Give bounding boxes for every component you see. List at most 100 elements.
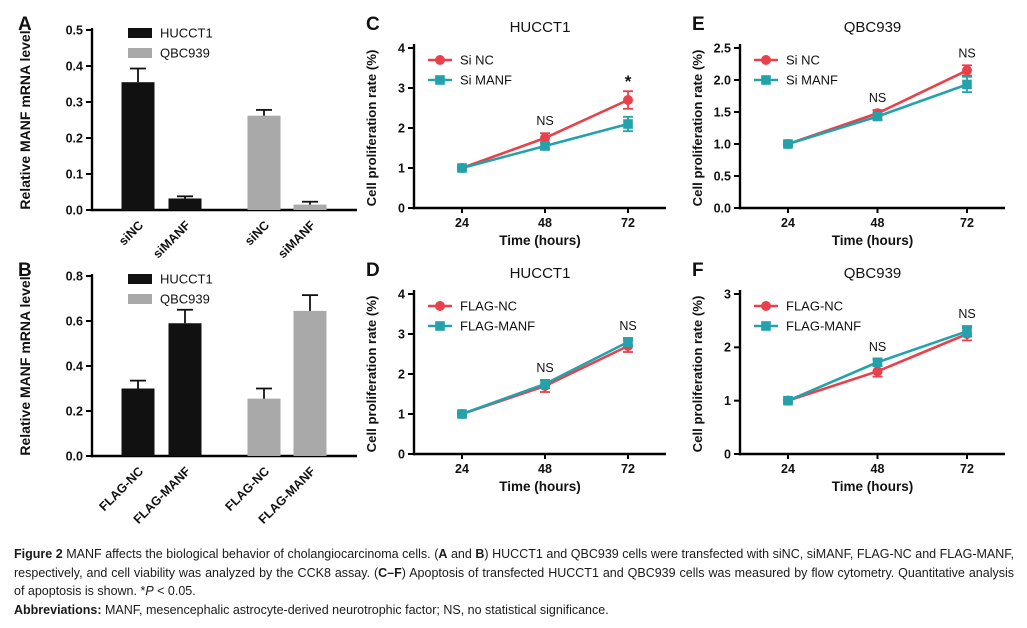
svg-text:4: 4 — [398, 287, 405, 301]
svg-text:0: 0 — [724, 447, 731, 461]
svg-text:0.4: 0.4 — [66, 59, 83, 73]
svg-text:HUCCT1: HUCCT1 — [510, 19, 571, 36]
svg-text:0.0: 0.0 — [66, 203, 83, 217]
caption-abbreviations: Abbreviations: MANF, mesencephalic astro… — [14, 601, 1014, 620]
panel-f: F QBC939 0 1 2 3 24 48 72 Time (hours) Cell proli… — [688, 258, 1013, 498]
svg-text:1.0: 1.0 — [714, 137, 731, 151]
svg-text:0.2: 0.2 — [66, 131, 83, 145]
svg-text:0.5: 0.5 — [714, 169, 731, 183]
svg-text:NS: NS — [619, 319, 636, 333]
svg-text:FLAG-NC: FLAG-NC — [460, 299, 517, 314]
svg-text:72: 72 — [960, 216, 974, 230]
caption-segment: A — [438, 547, 448, 561]
svg-text:Time (hours): Time (hours) — [499, 479, 581, 494]
svg-text:0.5: 0.5 — [66, 23, 83, 37]
svg-text:0: 0 — [398, 447, 405, 461]
svg-text:Time (hours): Time (hours) — [832, 479, 914, 494]
panel-letter: B — [18, 260, 32, 281]
svg-text:24: 24 — [781, 216, 795, 230]
caption-main: Figure 2 MANF affects the biological beh… — [14, 545, 1014, 601]
svg-text:2: 2 — [398, 367, 405, 381]
caption-segment: B — [475, 547, 485, 561]
svg-text:0.3: 0.3 — [66, 95, 83, 109]
svg-text:48: 48 — [871, 216, 885, 230]
svg-text:0: 0 — [398, 201, 405, 215]
svg-text:Relative MANF mRNA level: Relative MANF mRNA level — [17, 276, 33, 455]
svg-text:NS: NS — [536, 114, 553, 128]
svg-text:QBC939: QBC939 — [844, 265, 902, 282]
panel-letter: E — [692, 14, 705, 35]
svg-text:siNC: siNC — [242, 218, 272, 248]
svg-text:72: 72 — [621, 462, 635, 476]
svg-text:Cell proliferation rate (%): Cell proliferation rate (%) — [690, 296, 705, 453]
caption-segment: C–F — [378, 565, 402, 580]
svg-text:NS: NS — [536, 361, 553, 375]
svg-text:*: * — [625, 72, 632, 91]
svg-text:2: 2 — [724, 341, 731, 355]
svg-text:Si MANF: Si MANF — [786, 73, 838, 88]
svg-text:QBC939: QBC939 — [160, 292, 210, 307]
svg-text:NS: NS — [869, 91, 886, 105]
svg-text:2: 2 — [398, 121, 405, 135]
svg-text:Cell proliferation rate (%): Cell proliferation rate (%) — [690, 50, 705, 207]
svg-text:NS: NS — [869, 340, 886, 354]
svg-text:Time (hours): Time (hours) — [499, 233, 581, 248]
panel-c: C HUCCT1 0 1 2 3 4 24 48 72 Time (hours) Cell prol… — [362, 12, 674, 252]
svg-text:Cell proliferation rate (%): Cell proliferation rate (%) — [364, 50, 379, 207]
caption-segment: MANF affects the biological behavior of … — [62, 547, 439, 561]
svg-text:FLAG-NC: FLAG-NC — [96, 464, 146, 514]
svg-text:3: 3 — [398, 81, 405, 95]
svg-text:3: 3 — [724, 287, 731, 301]
svg-text:3: 3 — [398, 327, 405, 341]
svg-text:siMANF: siMANF — [150, 218, 193, 261]
svg-text:0.1: 0.1 — [66, 167, 83, 181]
panel-letter: A — [18, 14, 32, 35]
line-chart-hucct1-flag: HUCCT1 0 1 2 3 4 24 48 72 Time (hours) Cell prolif… — [364, 265, 666, 494]
svg-text:72: 72 — [621, 216, 635, 230]
svg-text:1: 1 — [398, 407, 405, 421]
caption-segment: < 0.05. — [153, 584, 196, 599]
svg-text:QBC939: QBC939 — [160, 46, 210, 61]
panel-e: E QBC939 0.0 0.5 1.0 1.5 2.0 2.5 24 48 72 Time (ho… — [688, 12, 1013, 252]
line-chart-qbc939-flag: QBC939 0 1 2 3 24 48 72 Time (hours) Cell prolife… — [690, 265, 1005, 494]
panel-letter: C — [366, 14, 380, 35]
svg-text:siNC: siNC — [116, 218, 146, 248]
figure-caption: Figure 2 MANF affects the biological beh… — [14, 545, 1014, 619]
caption-segment: Figure 2 — [14, 547, 63, 561]
line-chart-hucct1-si: HUCCT1 0 1 2 3 4 24 48 72 Time (hours) Cell prolif… — [364, 19, 666, 248]
svg-text:0.6: 0.6 — [66, 314, 83, 328]
svg-text:QBC939: QBC939 — [844, 19, 902, 36]
svg-text:NS: NS — [958, 46, 975, 60]
svg-text:4: 4 — [398, 41, 405, 55]
svg-text:24: 24 — [455, 216, 469, 230]
bar-chart-sirna-mrna: 0.0 0.1 0.2 0.3 0.4 0.5 Relative MANF mRNA lev… — [17, 23, 357, 261]
svg-text:48: 48 — [871, 462, 885, 476]
svg-text:24: 24 — [455, 462, 469, 476]
caption-segment: Abbreviations: — [14, 602, 102, 617]
svg-text:FLAG-NC: FLAG-NC — [786, 299, 843, 314]
panel-a: A 0.0 0.1 0.2 0.3 0.4 0.5 Relative MANF mRNA l… — [14, 12, 359, 261]
svg-text:2.0: 2.0 — [714, 73, 731, 87]
svg-text:HUCCT1: HUCCT1 — [160, 272, 213, 287]
svg-text:Time (hours): Time (hours) — [832, 233, 914, 248]
svg-text:FLAG-MANF: FLAG-MANF — [786, 319, 861, 334]
svg-text:0.0: 0.0 — [66, 449, 83, 463]
bar-chart-flag-mrna: 0.0 0.2 0.4 0.6 0.8 Relative MANF mRNA level F… — [17, 269, 357, 527]
caption-segment: ) Apoptosis of transfected HUCCT1 and QB… — [14, 565, 1014, 599]
line-chart-qbc939-si: QBC939 0.0 0.5 1.0 1.5 2.0 2.5 24 48 72 Time (hour… — [690, 19, 1005, 248]
caption-segment: ) HUCCT1 and QBC939 cells were transfect… — [14, 547, 1014, 580]
svg-text:Relative MANF mRNA level: Relative MANF mRNA level — [17, 30, 33, 209]
svg-text:0.2: 0.2 — [66, 404, 83, 418]
svg-text:2.5: 2.5 — [714, 41, 731, 55]
svg-text:48: 48 — [538, 462, 552, 476]
caption-segment: and — [447, 547, 476, 561]
svg-text:24: 24 — [781, 462, 795, 476]
panel-b: B 0.0 0.2 0.4 0.6 0.8 Relative MANF mRNA leve… — [14, 258, 359, 540]
svg-text:0.0: 0.0 — [714, 201, 731, 215]
svg-text:1: 1 — [398, 161, 405, 175]
svg-text:FLAG-MANF: FLAG-MANF — [460, 319, 535, 334]
svg-text:72: 72 — [960, 462, 974, 476]
svg-text:0.4: 0.4 — [66, 359, 83, 373]
svg-text:Cell proliferation rate (%): Cell proliferation rate (%) — [364, 296, 379, 453]
